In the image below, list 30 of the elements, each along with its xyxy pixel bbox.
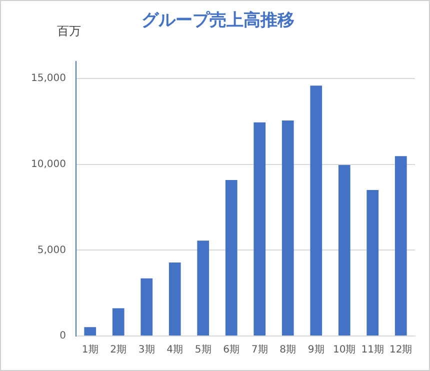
x-tick-label: 1期 [82,344,98,356]
bar [112,308,124,336]
bar [84,327,96,336]
x-tick-label: 11期 [361,344,384,356]
x-tick-label: 10期 [333,344,356,356]
bar [366,190,379,336]
chart-title: グループ売上高推移 [142,10,294,31]
y-tick-label: 15,000 [30,73,66,84]
bar [225,180,238,336]
x-tick-label: 4期 [166,344,184,356]
bar [140,278,153,336]
x-tick-label: 6期 [223,344,240,356]
x-tick-label: 8期 [280,344,296,356]
x-tick-label: 9期 [308,344,324,356]
x-tick-label: 7期 [251,344,268,356]
bar [282,120,294,336]
bar [254,122,266,336]
x-tick-label: 2期 [110,344,127,356]
y-tick-label: 5,000 [37,244,66,256]
bar [168,262,181,336]
x-tick-label: 12期 [390,344,412,356]
bar [310,86,322,336]
x-tick-label: 3期 [138,344,155,356]
y-axis-title: 百万 [57,24,81,38]
bar [394,156,407,336]
y-tick-label: 10,000 [30,158,66,170]
x-tick-label: 5期 [194,344,212,356]
bar [338,165,350,336]
bar [197,240,210,336]
y-tick-label: 0 [60,330,66,342]
